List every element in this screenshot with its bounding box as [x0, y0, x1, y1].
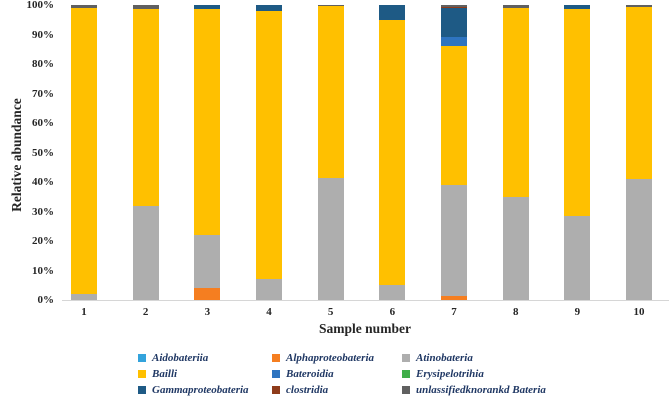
- bar-segment-unlassifiedknorankd-bateria: [441, 5, 468, 7]
- bar-segment-bailli: [71, 7, 97, 295]
- x-tick-label: 3: [204, 306, 211, 318]
- y-tick-label: 70%: [32, 87, 54, 100]
- bar-segment-bailli: [502, 7, 529, 197]
- stacked-bar-sample-8: [502, 5, 529, 300]
- bar-segment-unlassifiedknorankd-bateria: [502, 5, 529, 8]
- x-tick-label: 10: [633, 306, 645, 318]
- legend-item-unlassifiedknorankd-bateria: unlassifiedknorankd Bateria: [402, 384, 546, 396]
- bar-segment-bailli: [132, 9, 159, 206]
- legend-swatch-icon: [402, 386, 410, 394]
- x-tick-label: 1: [81, 306, 87, 318]
- bar-segment-unlassifiedknorankd-bateria: [71, 5, 97, 8]
- bar-segment-atinobateria: [194, 235, 221, 289]
- y-tick-label: 20%: [32, 235, 54, 247]
- stacked-bar-sample-3: [194, 5, 221, 300]
- bar-segment-gammaproteobateria: [379, 5, 406, 20]
- bar-segment-atinobateria: [132, 205, 159, 300]
- legend-swatch-icon: [138, 370, 146, 378]
- x-axis-line: [62, 300, 669, 301]
- x-tick-label: 6: [389, 306, 396, 318]
- bar-segment-atinobateria: [71, 294, 97, 300]
- legend-swatch-icon: [138, 354, 146, 362]
- legend: Aidobateriia Alphaproteobateria Atinobater…: [138, 352, 546, 396]
- y-tick-label: 10%: [32, 264, 54, 277]
- bar-segment-atinobateria: [256, 279, 282, 300]
- stacked-bar-sample-6: [379, 5, 406, 300]
- bar-segment-bailli: [626, 6, 653, 180]
- y-tick-label: 90%: [32, 28, 54, 41]
- legend-item-erysipelotrihia: Erysipelotrihia: [402, 368, 546, 380]
- bar-segment-bailli: [441, 46, 468, 185]
- bar-segment-atinobateria: [502, 196, 529, 300]
- x-axis-title: Sample number: [319, 321, 411, 336]
- bar-segment-alphaproteobateria: [194, 288, 221, 300]
- legend-item-gammaproteobateria: Gammaproteobateria: [138, 384, 272, 396]
- legend-label: Erysipelotrihia: [416, 368, 484, 380]
- legend-item-aidobateriia: Aidobateriia: [138, 352, 272, 364]
- bar-segment-unlassifiedknorankd-bateria: [132, 5, 159, 10]
- bar-segment-bailli: [256, 10, 282, 280]
- legend-label: Bailli: [152, 368, 178, 380]
- bar-segment-atinobateria: [379, 285, 406, 300]
- legend-swatch-icon: [272, 370, 280, 378]
- stacked-bar-sample-2: [132, 5, 159, 300]
- bar-segment-gammaproteobateria: [256, 5, 282, 11]
- legend-item-bateroidia: Bateroidia: [272, 368, 402, 380]
- y-tick-label: 50%: [32, 146, 54, 159]
- x-tick-label: 2: [142, 306, 149, 318]
- bar-segment-gammaproteobateria: [564, 5, 591, 10]
- x-tick-label: 9: [574, 306, 581, 318]
- bar-segment-bailli: [194, 9, 221, 236]
- bar-segment-bailli: [379, 19, 406, 286]
- legend-label: unlassifiedknorankd Bateria: [416, 384, 546, 396]
- bar-segment-unlassifiedknorankd-bateria: [317, 5, 344, 7]
- bar-segment-unlassifiedknorankd-bateria: [626, 5, 653, 7]
- x-tick-label: 8: [512, 306, 519, 318]
- stacked-bar-sample-9: [564, 5, 591, 300]
- y-tick-label: 60%: [32, 117, 54, 129]
- legend-item-alphaproteobateria: Alphaproteobateria: [272, 352, 402, 364]
- bar-segment-bailli: [317, 6, 344, 178]
- x-tick-label: 4: [266, 306, 272, 318]
- y-tick-label: 0%: [37, 294, 55, 306]
- legend-swatch-icon: [272, 386, 280, 394]
- stacked-bar-sample-10: [626, 5, 653, 300]
- bar-segment-bailli: [564, 9, 591, 216]
- plot-area: [62, 5, 668, 300]
- stacked-bar-sample-5: [317, 5, 344, 300]
- bar-segment-atinobateria: [317, 177, 344, 300]
- bar-segment-atinobateria: [564, 215, 591, 300]
- x-tick-label: 5: [327, 306, 334, 318]
- bar-segment-clostridia: [441, 6, 468, 8]
- legend-label: clostridia: [286, 384, 329, 396]
- legend-label: Gammaproteobateria: [152, 384, 249, 396]
- legend-item-atinobateria: Atinobateria: [402, 352, 546, 364]
- legend-swatch-icon: [272, 354, 280, 362]
- bar-segment-bateroidia: [441, 37, 468, 47]
- x-tick-label: 7: [451, 306, 457, 318]
- y-tick-label: 30%: [32, 205, 54, 218]
- legend-swatch-icon: [402, 370, 410, 378]
- legend-label: Atinobateria: [416, 352, 473, 364]
- legend-swatch-icon: [138, 386, 146, 394]
- legend-item-clostridia: clostridia: [272, 384, 402, 396]
- legend-label: Bateroidia: [286, 368, 334, 380]
- bar-segment-atinobateria: [626, 179, 653, 300]
- legend-label: Aidobateriia: [152, 352, 209, 364]
- bar-segment-gammaproteobateria: [194, 5, 221, 10]
- legend-label: Alphaproteobateria: [286, 352, 375, 364]
- bar-segment-gammaproteobateria: [441, 7, 468, 38]
- stacked-bar-sample-7: [441, 5, 468, 300]
- stacked-bar-sample-1: [71, 5, 97, 300]
- y-tick-label: 100%: [26, 0, 55, 11]
- legend-swatch-icon: [402, 354, 410, 362]
- bar-segment-atinobateria: [441, 184, 468, 296]
- stacked-bar-sample-4: [256, 5, 282, 300]
- y-tick-label: 40%: [32, 176, 54, 188]
- y-tick-label: 80%: [32, 58, 54, 70]
- legend-item-bailli: Bailli: [138, 368, 272, 380]
- bar-segment-alphaproteobateria: [441, 295, 468, 300]
